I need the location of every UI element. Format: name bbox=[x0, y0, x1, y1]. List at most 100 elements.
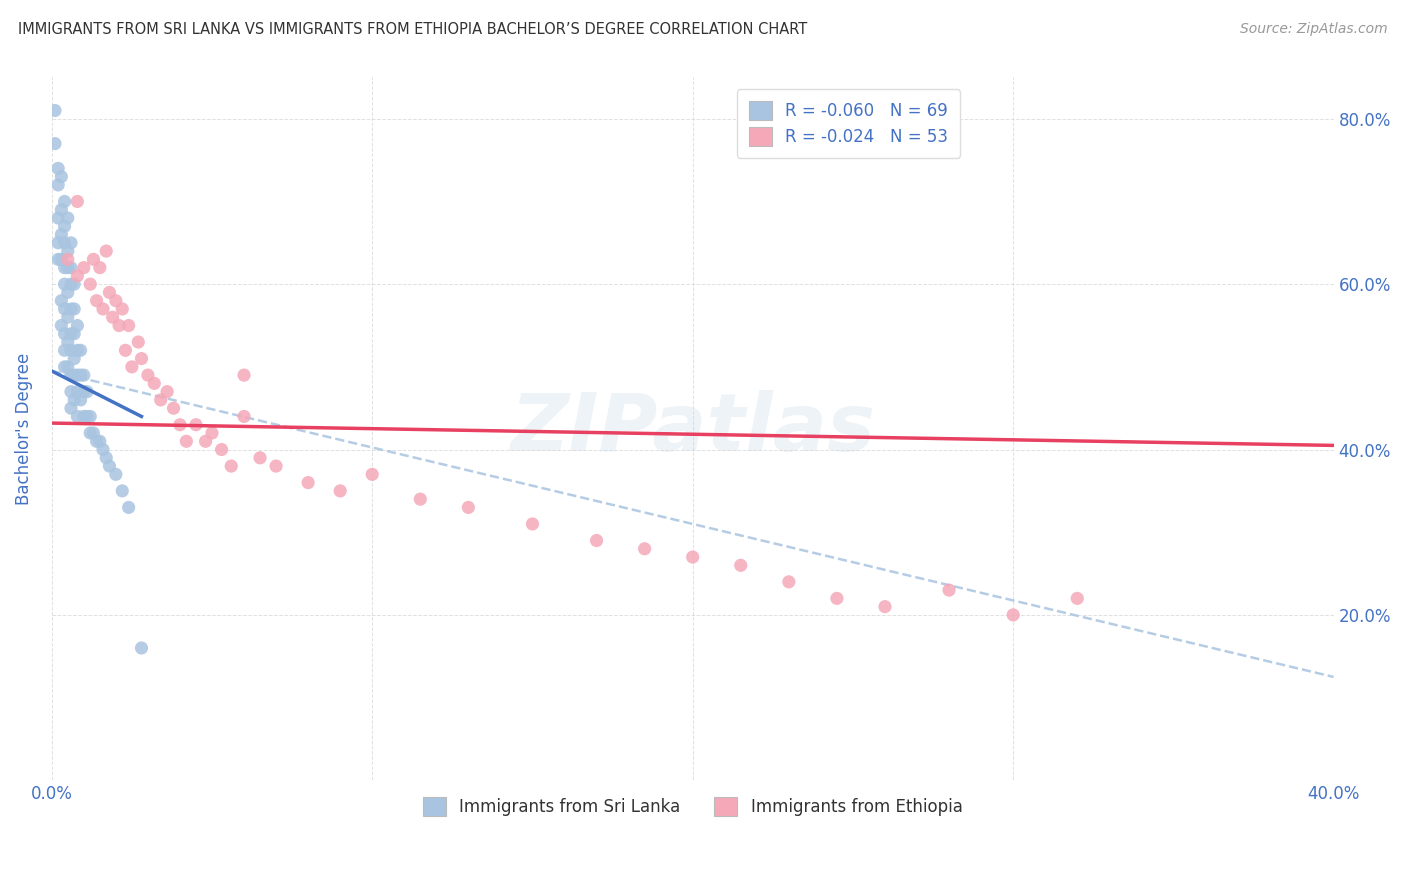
Point bbox=[66, 343, 89, 358]
Point bbox=[53, 277, 76, 292]
Point bbox=[297, 475, 319, 490]
Point bbox=[56, 260, 79, 275]
Point bbox=[56, 211, 79, 225]
Point bbox=[233, 409, 256, 424]
Point bbox=[825, 591, 848, 606]
Point bbox=[63, 368, 86, 383]
Point bbox=[118, 500, 141, 515]
Point bbox=[46, 252, 69, 267]
Point bbox=[76, 384, 98, 399]
Point bbox=[59, 368, 82, 383]
Point bbox=[233, 368, 256, 383]
Point bbox=[86, 434, 108, 449]
Point bbox=[1002, 607, 1025, 622]
Point bbox=[156, 384, 179, 399]
Point bbox=[778, 574, 800, 589]
Point bbox=[409, 492, 432, 507]
Point bbox=[194, 434, 217, 449]
Point bbox=[86, 293, 108, 308]
Point bbox=[522, 516, 544, 531]
Text: IMMIGRANTS FROM SRI LANKA VS IMMIGRANTS FROM ETHIOPIA BACHELOR’S DEGREE CORRELAT: IMMIGRANTS FROM SRI LANKA VS IMMIGRANTS … bbox=[18, 22, 807, 37]
Point bbox=[56, 244, 79, 258]
Point bbox=[51, 169, 73, 184]
Point bbox=[121, 359, 143, 374]
Point bbox=[63, 326, 86, 341]
Point bbox=[633, 541, 655, 556]
Point bbox=[51, 318, 73, 333]
Point bbox=[53, 260, 76, 275]
Point bbox=[73, 368, 96, 383]
Point bbox=[79, 409, 101, 424]
Point bbox=[76, 409, 98, 424]
Point bbox=[59, 235, 82, 250]
Point bbox=[46, 211, 69, 225]
Point bbox=[56, 252, 79, 267]
Point bbox=[59, 326, 82, 341]
Point bbox=[59, 260, 82, 275]
Point bbox=[73, 409, 96, 424]
Point bbox=[111, 483, 134, 498]
Point bbox=[51, 227, 73, 242]
Point bbox=[46, 178, 69, 192]
Point bbox=[73, 384, 96, 399]
Point bbox=[53, 219, 76, 234]
Text: ZIPatlas: ZIPatlas bbox=[510, 390, 875, 468]
Point bbox=[1066, 591, 1088, 606]
Point bbox=[131, 351, 153, 366]
Y-axis label: Bachelor's Degree: Bachelor's Degree bbox=[15, 352, 32, 505]
Point bbox=[104, 467, 127, 482]
Point bbox=[98, 459, 121, 474]
Point bbox=[249, 450, 271, 465]
Point bbox=[63, 301, 86, 316]
Point bbox=[59, 301, 82, 316]
Point bbox=[89, 434, 111, 449]
Point bbox=[66, 368, 89, 383]
Point bbox=[69, 343, 91, 358]
Legend: Immigrants from Sri Lanka, Immigrants from Ethiopia: Immigrants from Sri Lanka, Immigrants fr… bbox=[415, 789, 972, 825]
Point bbox=[108, 318, 131, 333]
Point bbox=[56, 310, 79, 325]
Point bbox=[66, 409, 89, 424]
Point bbox=[56, 285, 79, 300]
Point bbox=[56, 334, 79, 349]
Point bbox=[149, 392, 172, 407]
Point bbox=[53, 343, 76, 358]
Point bbox=[938, 583, 960, 598]
Point bbox=[169, 417, 191, 432]
Point bbox=[79, 425, 101, 440]
Point bbox=[89, 260, 111, 275]
Point bbox=[69, 392, 91, 407]
Point bbox=[682, 549, 704, 564]
Point bbox=[101, 310, 124, 325]
Point bbox=[53, 235, 76, 250]
Point bbox=[219, 459, 242, 474]
Point bbox=[131, 640, 153, 655]
Point bbox=[329, 483, 352, 498]
Point bbox=[69, 368, 91, 383]
Point bbox=[127, 334, 149, 349]
Point bbox=[91, 442, 114, 457]
Point bbox=[114, 343, 136, 358]
Point bbox=[44, 103, 66, 118]
Point bbox=[51, 252, 73, 267]
Point bbox=[46, 161, 69, 176]
Point bbox=[730, 558, 752, 573]
Point bbox=[53, 194, 76, 209]
Point bbox=[211, 442, 233, 457]
Point bbox=[201, 425, 224, 440]
Point bbox=[82, 252, 104, 267]
Point bbox=[111, 301, 134, 316]
Point bbox=[66, 268, 89, 283]
Point bbox=[63, 392, 86, 407]
Point bbox=[457, 500, 479, 515]
Point bbox=[46, 235, 69, 250]
Point bbox=[873, 599, 896, 614]
Point bbox=[118, 318, 141, 333]
Point bbox=[53, 326, 76, 341]
Point bbox=[264, 459, 287, 474]
Point bbox=[162, 401, 184, 416]
Point bbox=[44, 136, 66, 151]
Point bbox=[59, 343, 82, 358]
Point bbox=[176, 434, 198, 449]
Point bbox=[73, 260, 96, 275]
